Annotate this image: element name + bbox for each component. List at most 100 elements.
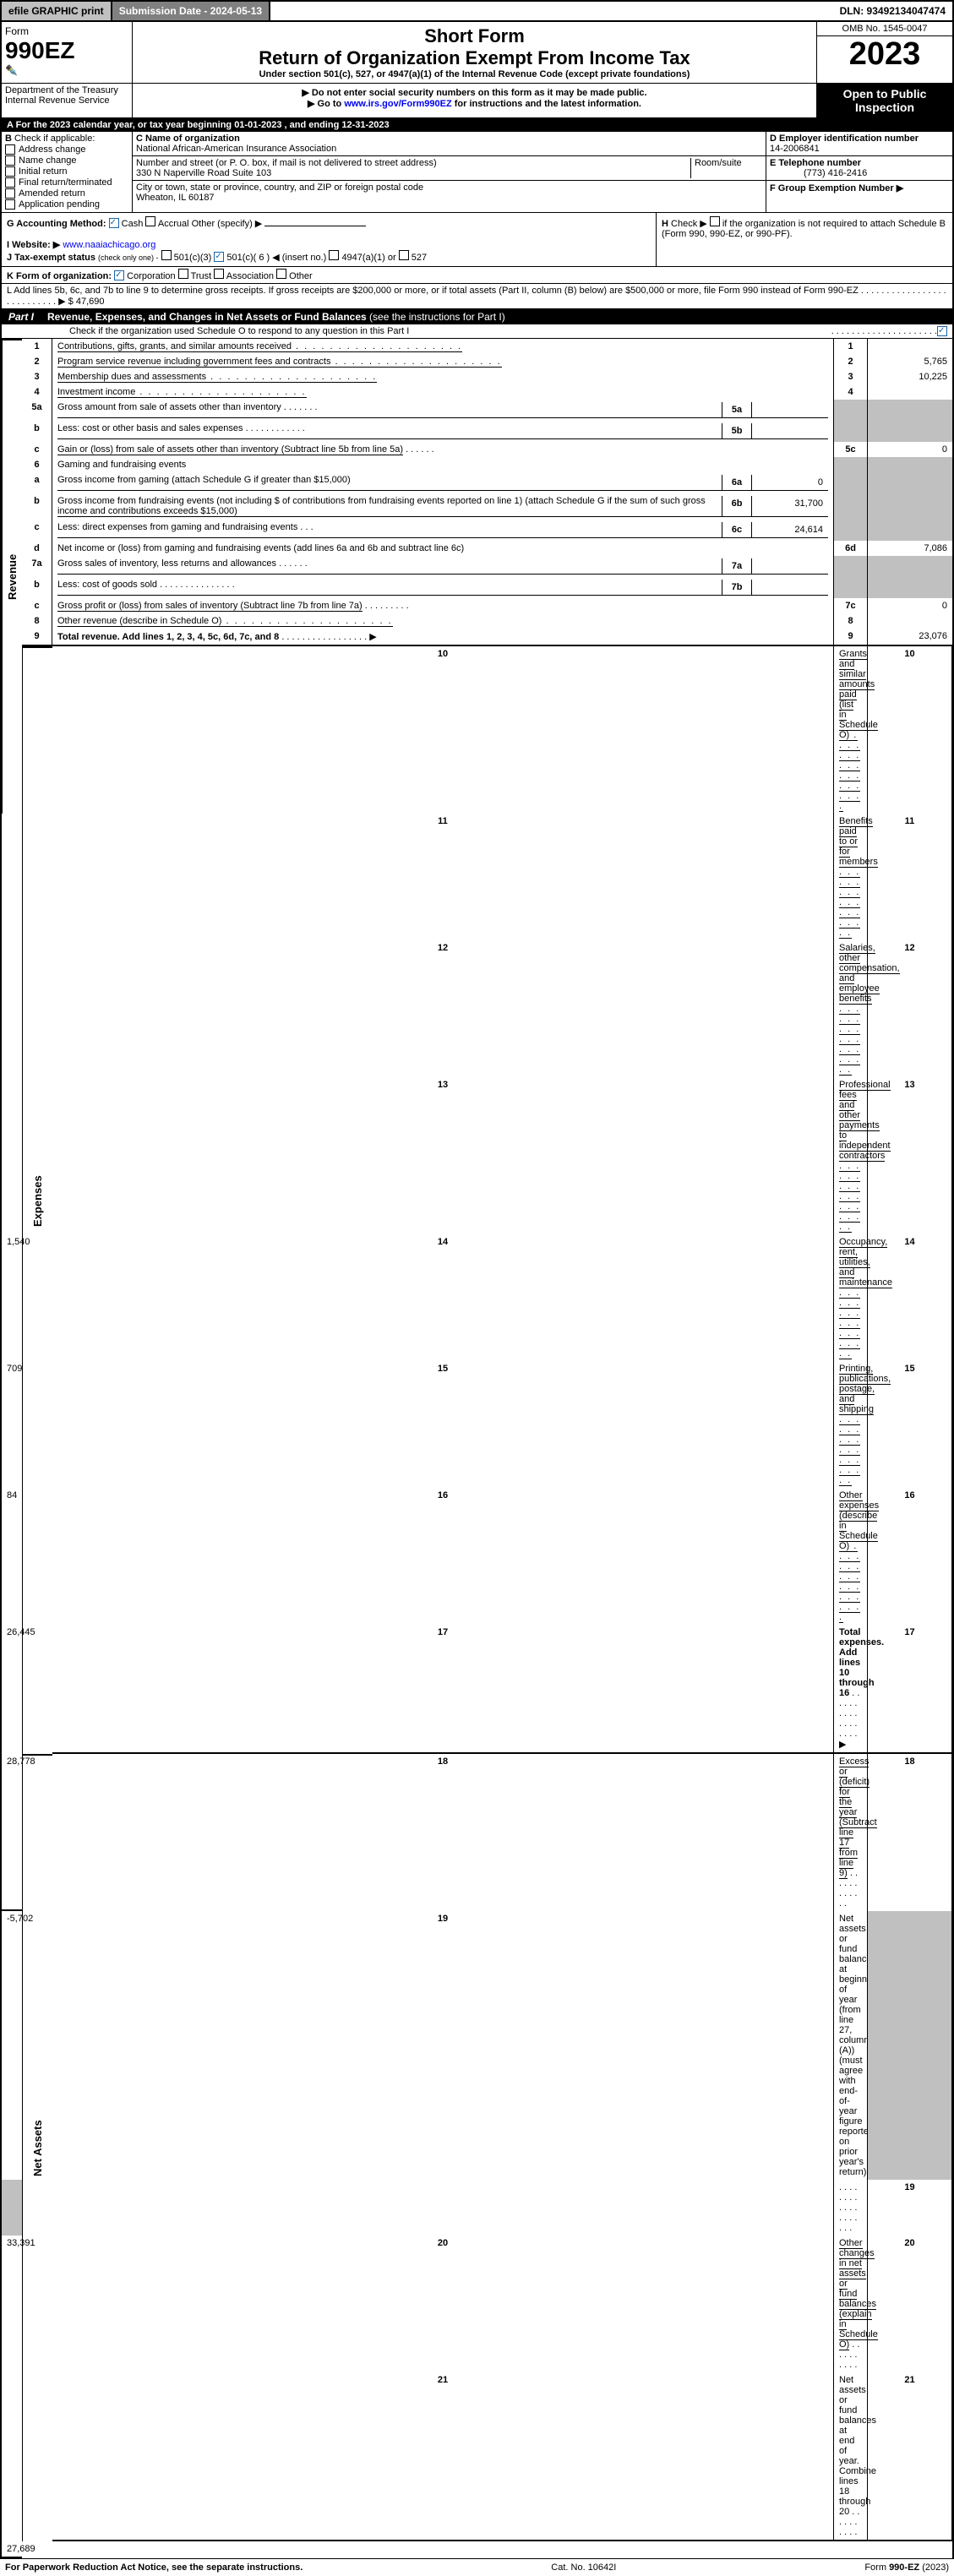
header-row-2: Department of the Treasury Internal Reve… (0, 84, 954, 118)
checkbox-527[interactable] (399, 250, 409, 260)
ssn-warning: ▶ Do not enter social security numbers o… (136, 87, 813, 98)
part-1-title-text: Revenue, Expenses, and Changes in Net As… (47, 311, 367, 323)
checkbox-corporation[interactable] (114, 270, 124, 280)
irs-link[interactable]: www.irs.gov/Form990EZ (344, 99, 451, 109)
line-19-val-shade (2, 2180, 22, 2236)
section-gh: G Accounting Method: Cash Accrual Other … (0, 212, 954, 267)
line-6b-sn: 6b (722, 496, 752, 516)
line-5a-sn: 5a (722, 402, 752, 417)
checkbox-4947[interactable] (329, 250, 339, 260)
page-footer: For Paperwork Reduction Act Notice, see … (0, 2558, 954, 2576)
checkbox-cash[interactable] (109, 218, 119, 228)
checkbox-name-change[interactable] (5, 155, 15, 166)
opt-other-org: Other (289, 271, 313, 281)
line-15-ref: 15 (868, 1361, 952, 1488)
line-4-val (868, 384, 952, 400)
checkbox-schedule-o[interactable] (937, 326, 947, 336)
line-16-val: 26,445 (2, 1625, 22, 1754)
line-18-val: -5,702 (2, 1911, 22, 2180)
line-10-num: 10 (52, 646, 834, 814)
line-7b-ref-shade (834, 577, 868, 598)
line-8-desc: Other revenue (describe in Schedule O) (52, 613, 834, 629)
line-6-val-shade (868, 457, 952, 472)
line-12-num: 12 (52, 940, 834, 1077)
line-6-ref-shade (834, 457, 868, 472)
line-17-num: 17 (52, 1625, 834, 1754)
line-6d-ref: 6d (834, 541, 868, 556)
line-21-desc: Net assets or fund balances at end of ye… (834, 2372, 868, 2541)
opt-name-change: Name change (19, 155, 77, 166)
line-21-val: 27,689 (2, 2541, 22, 2558)
checkbox-initial-return[interactable] (5, 166, 15, 177)
short-form-title: Short Form (136, 25, 813, 47)
checkbox-address-change[interactable] (5, 144, 15, 155)
checkbox-501c3[interactable] (161, 250, 172, 260)
line-2-text: Program service revenue including govern… (57, 357, 330, 368)
omb-number: OMB No. 1545-0047 (817, 22, 952, 36)
line-7c-desc: Gross profit or (loss) from sales of inv… (52, 598, 834, 613)
irs-eagle-icon: ✒️ (5, 64, 18, 76)
checkbox-association[interactable] (214, 269, 224, 279)
checkbox-501c[interactable] (214, 252, 224, 262)
opt-address-change: Address change (19, 144, 86, 155)
dots-icon (839, 867, 860, 939)
line-6a-val-shade (868, 472, 952, 493)
website-label: I Website: ▶ (7, 240, 60, 250)
line-7c-ref: 7c (834, 598, 868, 613)
part-1-title: Revenue, Expenses, and Changes in Net As… (41, 309, 952, 324)
section-l: L Add lines 5b, 6c, and 7b to line 9 to … (0, 284, 954, 309)
line-16-ref: 16 (868, 1488, 952, 1625)
line-16-desc: Other expenses (describe in Schedule O) (834, 1488, 868, 1625)
open-to-public: Open to Public Inspection (817, 84, 952, 117)
name-label: C Name of organization (136, 133, 240, 144)
checkbox-amended-return[interactable] (5, 188, 15, 199)
form-ref-bold: 990-EZ (889, 2562, 919, 2573)
checkbox-final-return[interactable] (5, 177, 15, 188)
line-6b-text: Gross income from fundraising events (no… (57, 496, 722, 516)
line-1-num: 1 (22, 339, 52, 354)
header-row-1: Form 990EZ ✒️ Short Form Return of Organ… (0, 22, 954, 84)
org-address: 330 N Naperville Road Suite 103 (136, 168, 690, 178)
line-7b-sn: 7b (722, 580, 752, 595)
line-6a-num: a (22, 472, 52, 493)
line-19-num: 19 (52, 1911, 834, 2180)
line-7b-sv (752, 580, 828, 595)
line-21-ref: 21 (868, 2372, 952, 2541)
title-cell: Short Form Return of Organization Exempt… (133, 22, 817, 83)
line-8-val (868, 613, 952, 629)
line-3-num: 3 (22, 369, 52, 384)
addr-label: Number and street (or P. O. box, if mail… (136, 158, 690, 168)
instructions-cell: ▶ Do not enter social security numbers o… (133, 84, 817, 117)
line-6b-num: b (22, 493, 52, 520)
checkbox-schedule-b[interactable] (710, 216, 720, 226)
schedule-o-text: Check if the organization used Schedule … (69, 326, 831, 336)
line-13-desc: Professional fees and other payments to … (834, 1077, 868, 1234)
checkbox-accrual[interactable] (145, 216, 155, 226)
tax-year: 2023 (817, 36, 952, 73)
org-name: National African-American Insurance Asso… (136, 144, 762, 154)
dept-cell: Department of the Treasury Internal Reve… (2, 84, 133, 117)
line-12-val (2, 1077, 22, 1234)
line-7c-num: c (22, 598, 52, 613)
line-5b-text: Less: cost or other basis and sales expe… (57, 423, 243, 433)
omb-year-cell: OMB No. 1545-0047 2023 (817, 22, 952, 83)
dots-icon (839, 1288, 860, 1359)
line-14-num: 14 (52, 1234, 834, 1361)
checkbox-application-pending[interactable] (5, 199, 15, 210)
opt-final-return: Final return/terminated (19, 177, 112, 188)
checkbox-trust[interactable] (178, 269, 188, 279)
schedule-o-dots: . . . . . . . . . . . . . . . . . . . . … (831, 326, 937, 336)
line-7b-num: b (22, 577, 52, 598)
line-2-num: 2 (22, 354, 52, 369)
line-7a-sn: 7a (722, 558, 752, 574)
line-11-val (2, 940, 22, 1077)
line-5c-desc: Gain or (loss) from sale of assets other… (52, 442, 834, 457)
line-8-ref: 8 (834, 613, 868, 629)
line-11-ref: 11 (868, 814, 952, 940)
form-number: 990EZ (5, 37, 128, 64)
line-20-ref: 20 (868, 2236, 952, 2372)
opt-501c3: 501(c)(3) (174, 253, 212, 263)
checkbox-other-org[interactable] (276, 269, 286, 279)
body-grid: Revenue 1 Contributions, gifts, grants, … (0, 339, 954, 2558)
website-link[interactable]: www.naaiachicago.org (63, 240, 155, 250)
